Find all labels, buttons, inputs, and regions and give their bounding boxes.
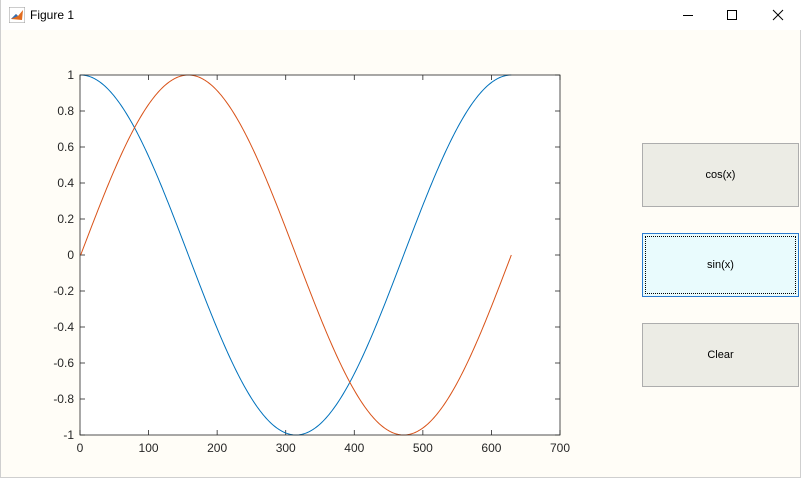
sin-button[interactable]: sin(x)	[642, 233, 799, 297]
y-tick-label: 0.4	[57, 176, 74, 190]
y-tick-label: -0.4	[53, 320, 74, 334]
y-tick-label: 0.8	[57, 104, 74, 118]
minimize-button[interactable]	[665, 0, 711, 30]
close-button[interactable]	[755, 0, 801, 30]
x-tick-label: 700	[550, 441, 570, 455]
minimize-icon	[683, 15, 693, 16]
sin-series-line	[80, 74, 512, 436]
y-tick-label: -0.8	[53, 392, 74, 406]
sin-button-label: sin(x)	[707, 259, 734, 271]
matlab-logo-icon	[9, 7, 25, 23]
y-tick-label: 0.6	[57, 140, 74, 154]
maximize-icon	[727, 10, 737, 20]
x-tick-label: 200	[207, 441, 227, 455]
clear-button-label: Clear	[707, 349, 734, 361]
title-bar[interactable]: Figure 1	[1, 0, 801, 30]
close-icon	[772, 9, 784, 21]
y-tick-label: -1	[63, 428, 74, 442]
cos-button[interactable]: cos(x)	[642, 143, 799, 207]
clear-button[interactable]: Clear	[642, 323, 799, 387]
plot-axes[interactable]: 0 100 200 300 400 500 600 700 1 0.8 0.6 0.4 0.2 0 -0.2…	[1, 30, 621, 478]
x-tick-label: 500	[413, 441, 433, 455]
axes-box	[79, 74, 561, 436]
x-tick-label: 0	[77, 441, 84, 455]
x-tick-label: 600	[481, 441, 501, 455]
axes-background	[80, 75, 560, 435]
y-tick-label: 0	[67, 248, 74, 262]
x-tick-label: 100	[139, 441, 159, 455]
window-title: Figure 1	[30, 8, 75, 22]
y-tick-label: 0.2	[57, 212, 74, 226]
y-tick-label: 1	[67, 68, 74, 82]
cos-button-label: cos(x)	[705, 169, 736, 181]
x-tick-label: 400	[344, 441, 364, 455]
y-tick-label: -0.6	[53, 356, 74, 370]
maximize-button[interactable]	[709, 0, 755, 30]
x-tick-label: 300	[276, 441, 296, 455]
y-tick-label: -0.2	[53, 284, 74, 298]
